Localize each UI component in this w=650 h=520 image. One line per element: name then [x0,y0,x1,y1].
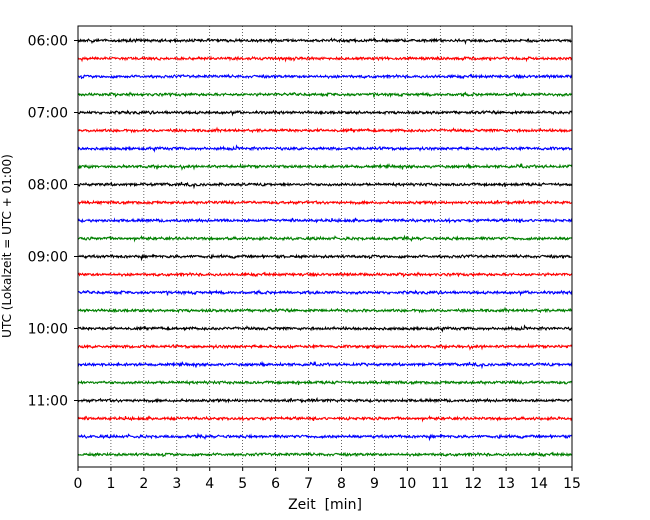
x-tick-label: 6 [271,476,280,492]
x-tick-label: 1 [106,476,115,492]
trace-line [77,36,573,45]
trace-group [77,36,573,458]
x-tick-label: 10 [398,476,416,492]
x-tick-label: 4 [205,476,214,492]
trace-line [77,217,573,224]
trace-line [77,109,573,117]
trace-line [77,342,573,351]
y-tick-label: 07:00 [28,106,68,122]
y-tick-label: 11:00 [28,394,68,410]
trace-line [77,415,573,423]
trace-line [77,162,573,171]
x-tick-label: 5 [238,476,247,492]
trace-line [77,73,573,80]
x-axis-label: Zeit [min] [288,497,362,513]
x-tick-label: 11 [431,476,449,492]
x-tick-label: 8 [337,476,346,492]
trace-line [77,91,573,98]
trace-line [77,198,573,206]
trace-line [77,144,573,153]
x-tick-label: 12 [464,476,482,492]
plot-frame [77,25,573,468]
x-axis: 0 1 2 3 4 5 6 7 8 9 10 11 12 13 14 15 [74,467,581,492]
trace-line [77,126,573,134]
trace-line [77,55,573,63]
x-tick-label: 3 [172,476,181,492]
trace-line [77,271,573,278]
trace-line [77,234,573,243]
x-tick-label: 15 [563,476,581,492]
trace-line [77,451,573,458]
y-tick-label: 06:00 [28,34,68,50]
y-tick-label: 08:00 [28,178,68,194]
x-tick-label: 14 [530,476,548,492]
trace-line [77,360,573,370]
trace-line [77,432,573,442]
y-axis-label: UTC (Lokalzeit = UTC + 01:00) [0,154,14,338]
y-tick-label: 10:00 [28,322,68,338]
x-tick-label: 7 [304,476,313,492]
trace-line [77,289,573,297]
y-tick-label: 09:00 [28,250,68,266]
trace-line [77,253,573,262]
trace-line [78,181,573,190]
trace-line [77,379,573,386]
trace-line [77,306,573,314]
x-tick-label: 9 [370,476,379,492]
y-axis: 06:00 07:00 08:00 09:00 10:00 11:00 [28,34,78,410]
trace-line [77,324,573,333]
x-tick-label: 13 [497,476,515,492]
x-tick-label: 2 [139,476,148,492]
trace-line [77,396,573,404]
x-tick-label: 0 [74,476,83,492]
